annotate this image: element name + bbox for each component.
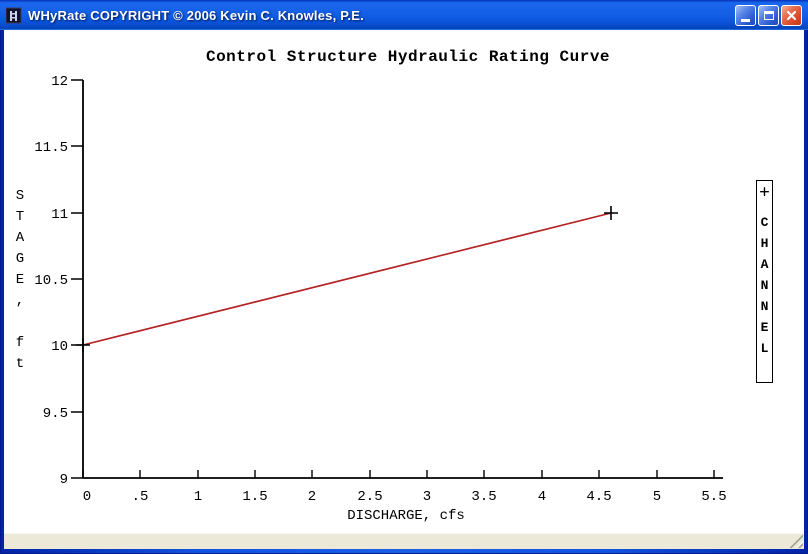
chart-area: Control Structure Hydraulic Rating Curve… — [4, 30, 804, 532]
legend-series-label: CHANNEL — [757, 215, 772, 362]
x-tick-label: 5 — [653, 489, 661, 505]
x-tick-label: 1 — [194, 489, 202, 505]
x-tick-label: 2.5 — [357, 489, 382, 505]
y-tick-label: 10 — [51, 339, 68, 355]
y-axis-label: STAGE, ft — [12, 188, 28, 377]
x-tick-label: 0 — [83, 489, 91, 505]
app-icon[interactable] — [5, 7, 23, 24]
x-tick-label: 3 — [423, 489, 431, 505]
legend: + CHANNEL — [756, 180, 773, 383]
data-point-marker — [76, 206, 618, 352]
y-tick-label: 11 — [51, 207, 68, 223]
status-bar — [4, 532, 804, 549]
window-controls — [735, 5, 802, 26]
resize-grip[interactable] — [789, 534, 803, 548]
x-tick-label: 3.5 — [471, 489, 496, 505]
chart-title: Control Structure Hydraulic Rating Curve — [206, 48, 610, 66]
minimize-button[interactable] — [735, 5, 756, 26]
x-tick-label: 2 — [308, 489, 316, 505]
x-tick-label: 1.5 — [242, 489, 267, 505]
x-axis-ticks — [82, 470, 715, 478]
close-icon — [786, 10, 797, 21]
window-titlebar[interactable]: WHyRate COPYRIGHT © 2006 Kevin C. Knowle… — [0, 0, 808, 30]
y-tick-label: 9.5 — [43, 406, 68, 422]
y-tick-label: 10.5 — [34, 273, 68, 289]
y-tick-label: 11.5 — [34, 140, 68, 156]
x-axis-label: DISCHARGE, cfs — [347, 508, 465, 524]
window-title: WHyRate COPYRIGHT © 2006 Kevin C. Knowle… — [28, 7, 364, 23]
close-button[interactable] — [781, 5, 802, 26]
maximize-button[interactable] — [758, 5, 779, 26]
maximize-icon — [763, 11, 774, 20]
series-line-channel — [82, 212, 612, 346]
y-tick-label: 12 — [51, 74, 68, 90]
x-tick-label: .5 — [132, 489, 149, 505]
minimize-icon — [741, 19, 750, 22]
x-tick-label: 4 — [538, 489, 546, 505]
y-axis-ticks — [71, 79, 83, 479]
x-tick-label: 5.5 — [701, 489, 726, 505]
legend-marker-plus: + — [759, 182, 770, 202]
rating-curve-plot: Control Structure Hydraulic Rating Curve… — [34, 48, 726, 524]
y-tick-label: 9 — [60, 472, 68, 488]
x-tick-label: 4.5 — [586, 489, 611, 505]
